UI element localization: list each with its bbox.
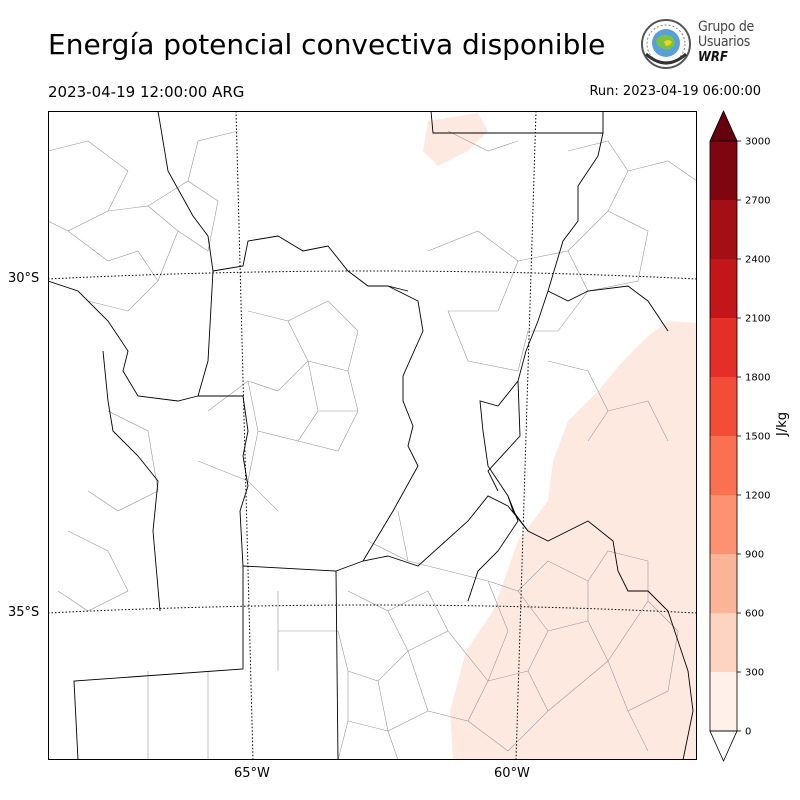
lat-line-35s — [48, 604, 697, 614]
run-time: Run: 2023-04-19 06:00:00 — [589, 84, 761, 99]
province-boundaries — [48, 111, 694, 760]
valid-time: 2023-04-19 12:00:00 ARG — [48, 83, 245, 101]
colorbar-under-arrow — [709, 730, 738, 762]
colorbar-tick-label: 2400 — [745, 255, 770, 266]
colorbar-tick-label: 1200 — [745, 491, 770, 502]
lat-label-35s: 35°S — [8, 605, 40, 620]
logo-line-2: Usuarios — [698, 34, 751, 50]
colorbar-tick-label: 600 — [745, 609, 764, 620]
colorbar-tick-label: 300 — [745, 668, 764, 679]
cape-area-north — [423, 113, 488, 166]
colorbar-tick-label: 2100 — [745, 314, 770, 325]
lon-label-60w: 60°W — [494, 766, 530, 781]
colorbar-unit-label: J/kg — [775, 412, 790, 436]
colorbar-segment — [710, 613, 737, 672]
department-boundaries — [48, 130, 697, 760]
cape-area-east — [450, 321, 697, 760]
colorbar-tick-label: 0 — [745, 727, 751, 738]
colorbar-segment — [710, 436, 737, 495]
lat-line-30s — [48, 270, 697, 280]
logo-line-1: Grupo de — [698, 19, 754, 35]
colorbar-segment — [710, 554, 737, 613]
colorbar-over-arrow — [709, 110, 738, 142]
colorbar-segment — [710, 672, 737, 731]
colorbar-tick-label: 2700 — [745, 196, 770, 207]
seal-icon — [641, 19, 691, 69]
logo-line-3: WRF — [698, 50, 728, 65]
colorbar-segment — [710, 200, 737, 259]
colorbar-segment — [710, 495, 737, 554]
lon-label-65w: 65°W — [234, 766, 270, 781]
colorbar-segment — [710, 377, 737, 436]
colorbar-tick-label: 1800 — [745, 373, 770, 384]
map-panel — [48, 111, 697, 760]
colorbar-tick-label: 900 — [745, 550, 764, 561]
colorbar-tick-label: 1500 — [745, 432, 770, 443]
colorbar-segment — [710, 141, 737, 200]
chart-title: Energía potencial convectiva disponible — [48, 28, 606, 61]
wrf-group-logo: Grupo de Usuarios WRF — [640, 16, 770, 72]
colorbar-segment — [710, 259, 737, 318]
cape-shading — [423, 113, 697, 760]
colorbar-segment — [710, 318, 737, 377]
colorbar: 0 300 600 900 1200 1500 1800 2100 2400 2700 3000 — [709, 110, 770, 762]
graticule — [48, 111, 697, 760]
colorbar-tick-label: 3000 — [745, 137, 770, 148]
lat-label-30s: 30°S — [8, 271, 40, 286]
